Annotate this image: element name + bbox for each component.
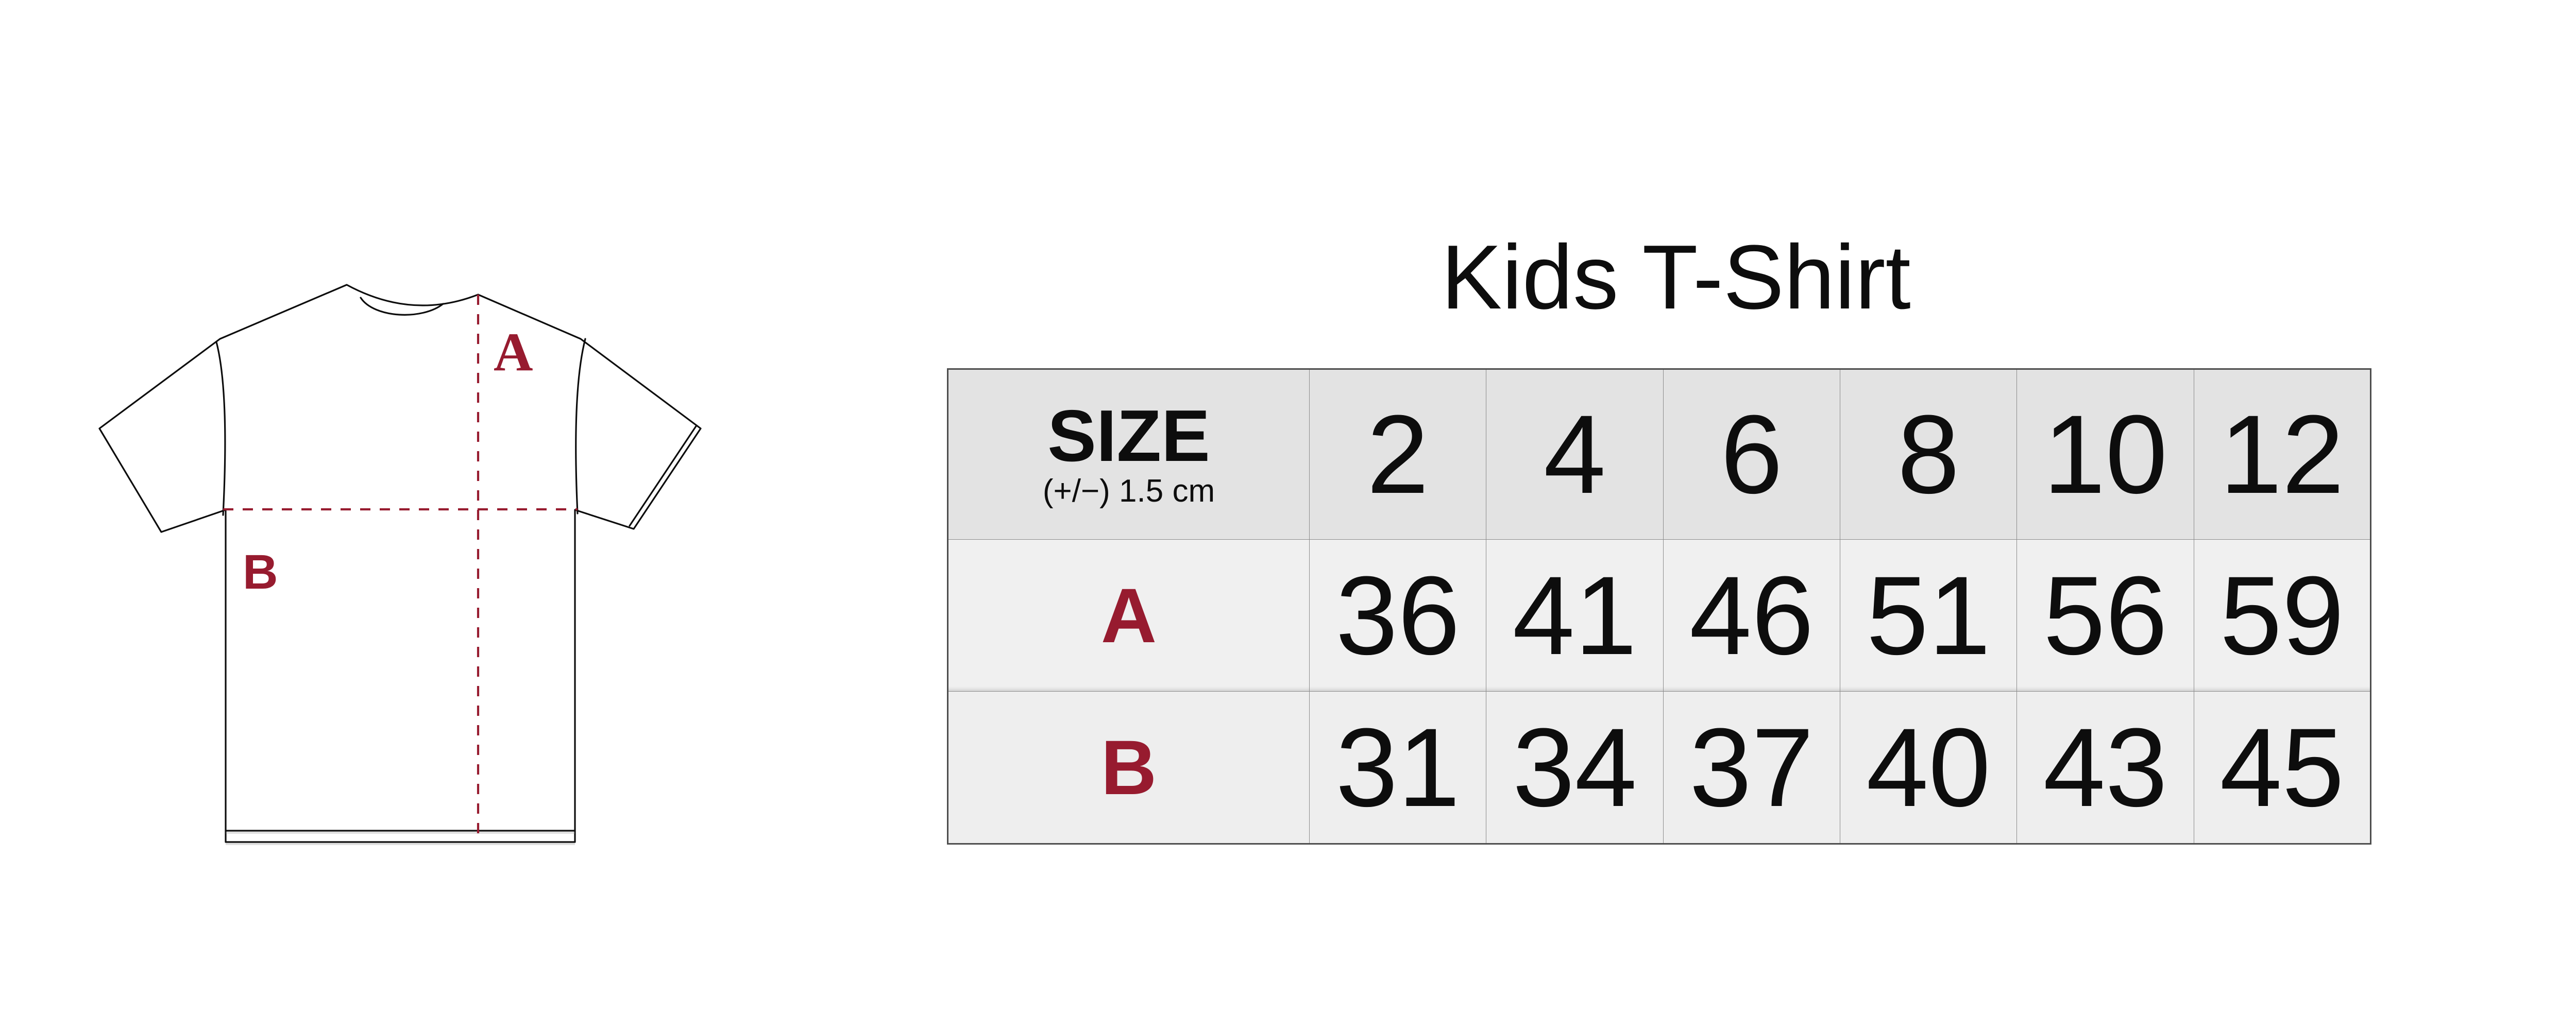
svg-text:B: B xyxy=(243,545,278,599)
svg-text:A: A xyxy=(494,322,533,382)
